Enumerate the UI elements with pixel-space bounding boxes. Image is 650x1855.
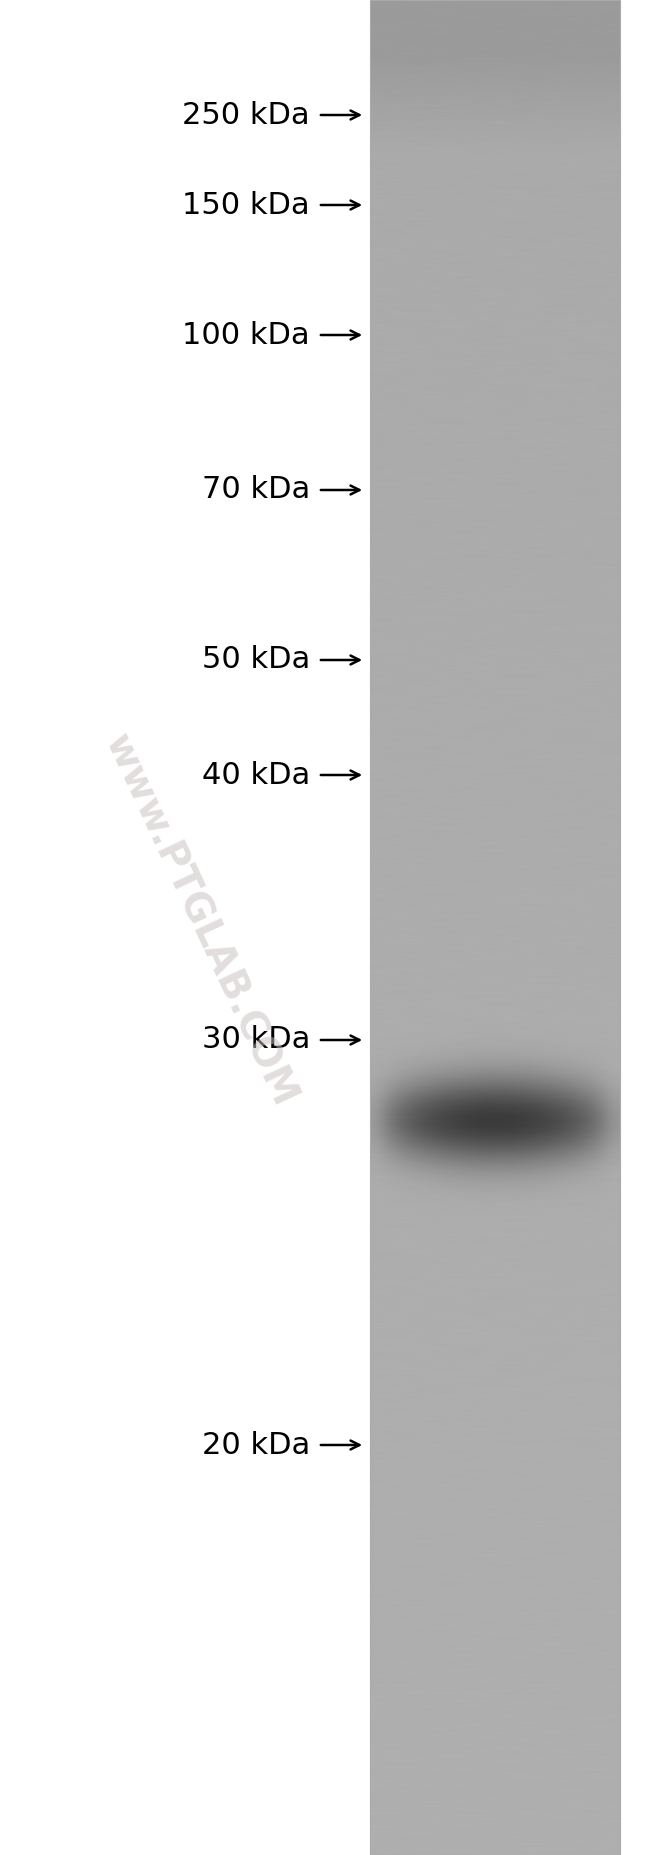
Text: 20 kDa: 20 kDa [202,1430,310,1460]
Text: 40 kDa: 40 kDa [202,761,310,790]
Bar [370,0,620,1855]
Text: 100 kDa: 100 kDa [183,321,310,349]
Text: 250 kDa: 250 kDa [183,100,310,130]
Text: 30 kDa: 30 kDa [202,1026,310,1054]
Text: 50 kDa: 50 kDa [202,646,310,675]
Text: www.PTGLAB.COM: www.PTGLAB.COM [97,727,303,1113]
Text: 150 kDa: 150 kDa [183,191,310,219]
Text: 70 kDa: 70 kDa [202,475,310,505]
